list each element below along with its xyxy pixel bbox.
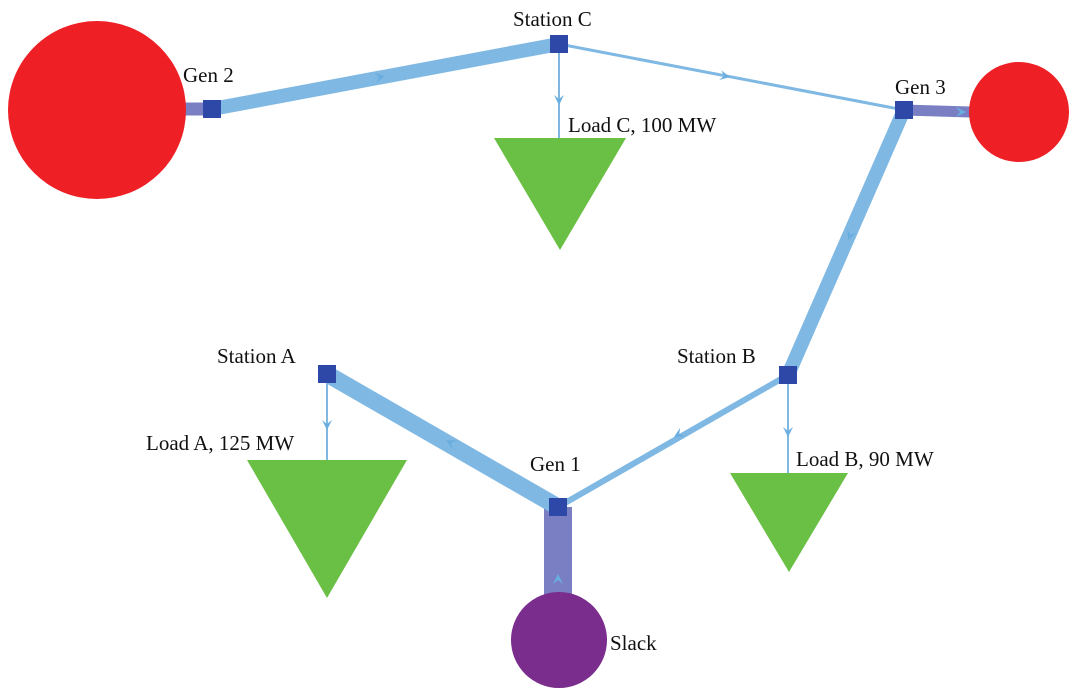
flow-arrow-icon bbox=[446, 440, 458, 450]
label-load-a: Load A, 125 MW bbox=[146, 431, 294, 455]
slack-generator bbox=[511, 592, 607, 688]
bus-gen2 bbox=[203, 100, 221, 118]
label-station-a: Station A bbox=[217, 344, 297, 368]
gen2-generator bbox=[8, 21, 186, 199]
line-gen1-stationa bbox=[322, 366, 563, 515]
load-c-triangle bbox=[494, 138, 626, 250]
bus-gen3 bbox=[895, 101, 913, 119]
label-gen-2: Gen 2 bbox=[183, 63, 234, 87]
flow-arrow-icon bbox=[554, 95, 564, 105]
line-gen3-stationb bbox=[781, 107, 911, 378]
load-a-triangle bbox=[247, 460, 407, 598]
label-gen-1: Gen 1 bbox=[530, 452, 581, 476]
flow-arrow-icon bbox=[719, 70, 730, 81]
flow-arrow-icon bbox=[553, 574, 563, 584]
line-stationb-gen1 bbox=[556, 372, 790, 510]
line-gen2-stationc bbox=[210, 37, 561, 116]
flow-arrow-icon bbox=[322, 420, 332, 430]
bus-station-a bbox=[318, 365, 336, 383]
load-b-triangle bbox=[730, 473, 848, 572]
flow-arrow-icon bbox=[847, 228, 857, 240]
gen3-generator bbox=[969, 62, 1069, 162]
flow-arrow-icon bbox=[674, 427, 686, 437]
gen3-link bbox=[903, 104, 971, 118]
label-gen-3: Gen 3 bbox=[895, 75, 946, 99]
flow-arrow-icon bbox=[956, 107, 966, 117]
bus-gen1 bbox=[549, 498, 567, 516]
label-station-b: Station B bbox=[677, 344, 756, 368]
flow-arrow-icon bbox=[374, 72, 385, 83]
label-load-c: Load C, 100 MW bbox=[568, 113, 716, 137]
bus-station-b bbox=[779, 366, 797, 384]
bus-station-c bbox=[550, 35, 568, 53]
flow-arrow-icon bbox=[783, 427, 793, 437]
label-station-c: Station C bbox=[513, 7, 592, 31]
label-slack: Slack bbox=[610, 631, 657, 655]
label-load-b: Load B, 90 MW bbox=[796, 447, 934, 471]
line-stationc-gen3 bbox=[558, 42, 905, 112]
